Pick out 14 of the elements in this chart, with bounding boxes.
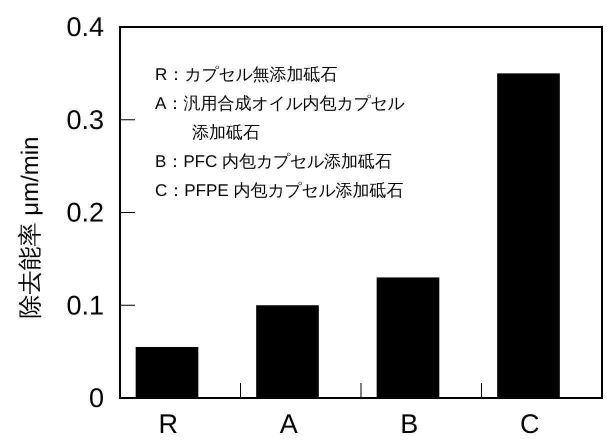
ytick: 0.1 — [66, 290, 104, 320]
annotation: B：PFC 内包カプセル添加砥石 — [155, 152, 392, 171]
xtick: C — [520, 409, 540, 439]
ytick: 0.3 — [66, 104, 104, 135]
xtick: A — [280, 409, 298, 439]
ylabel: 除去能率 μm/min — [17, 136, 44, 318]
ytick: 0 — [88, 383, 104, 413]
xtick: B — [400, 409, 418, 439]
ytick: 0.2 — [66, 198, 104, 228]
annotation: A：汎用合成オイル内包カプセル添加砥石 — [155, 94, 404, 142]
annotation: C：PFPE 内包カプセル添加砥石 — [155, 181, 404, 200]
xtick: R — [158, 409, 178, 439]
ytick: 0.4 — [66, 12, 104, 42]
annotation: R：カプセル無添加砥石 — [155, 65, 338, 84]
